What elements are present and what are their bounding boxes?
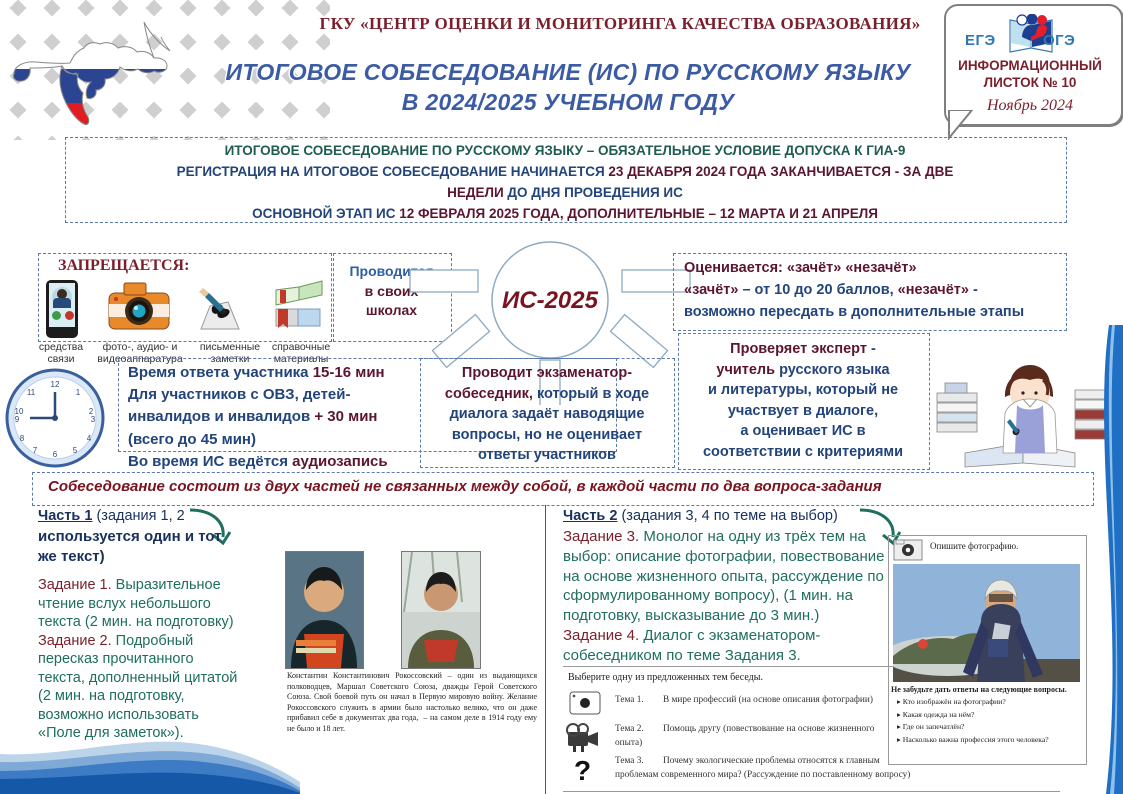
svg-text:11: 11 [27,388,36,397]
svg-text:6: 6 [53,450,58,459]
svg-text:8: 8 [20,434,25,443]
svg-text:12: 12 [51,380,60,389]
svg-text:4: 4 [87,434,92,443]
svg-text:ИС-2025: ИС-2025 [502,287,599,314]
svg-text:7: 7 [33,446,38,455]
svg-text:10: 10 [15,407,24,416]
svg-text:3: 3 [91,415,96,424]
svg-text:1: 1 [76,388,81,397]
svg-text:9: 9 [15,415,20,424]
svg-text:5: 5 [73,446,78,455]
